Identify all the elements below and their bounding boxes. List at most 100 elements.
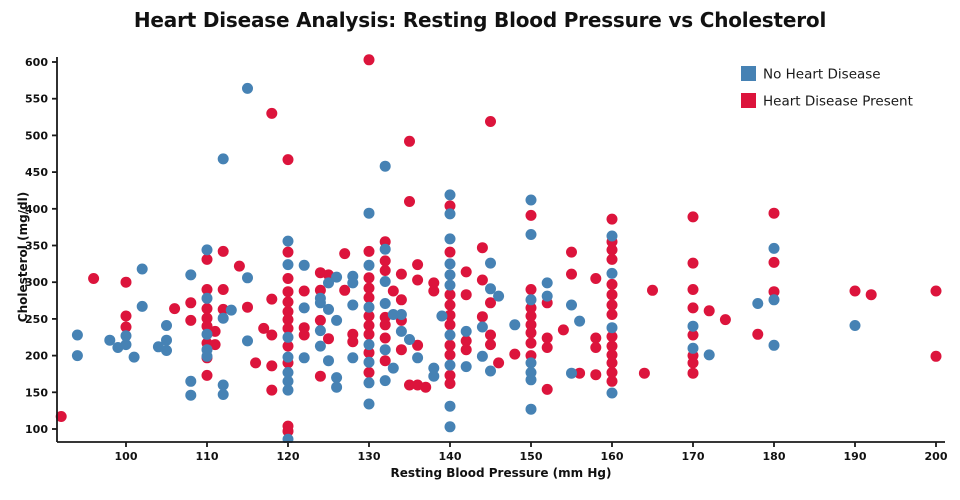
data-point — [444, 329, 456, 341]
data-point — [379, 265, 391, 276]
data-point — [647, 284, 658, 296]
x-tick-label: 160 — [601, 450, 624, 463]
data-point — [485, 116, 496, 127]
data-point — [606, 331, 618, 342]
data-point — [161, 345, 172, 356]
data-point — [363, 377, 375, 389]
data-point — [476, 311, 488, 323]
data-point — [703, 305, 715, 317]
data-point — [606, 309, 618, 320]
data-point — [282, 433, 294, 443]
data-point — [687, 211, 699, 223]
data-point — [687, 320, 699, 332]
data-point — [387, 309, 399, 320]
y-tick-label: 400 — [25, 203, 48, 216]
data-point — [444, 189, 456, 201]
data-point — [323, 277, 334, 289]
data-point — [849, 320, 861, 331]
legend-label: No Heart Disease — [763, 67, 881, 83]
data-point — [606, 230, 618, 242]
data-point — [185, 389, 197, 401]
data-point — [217, 389, 229, 400]
data-point — [606, 340, 618, 352]
data-point — [387, 285, 399, 297]
data-point — [606, 253, 618, 265]
data-point — [752, 328, 764, 340]
data-point — [363, 245, 375, 257]
data-point — [428, 362, 440, 374]
data-point — [339, 284, 351, 296]
data-point — [323, 355, 334, 367]
data-point — [541, 342, 553, 353]
data-point — [282, 340, 294, 352]
data-point — [476, 242, 488, 254]
data-point — [379, 276, 391, 287]
data-point — [525, 327, 537, 339]
data-point — [282, 154, 294, 166]
data-point — [566, 367, 577, 379]
data-point — [444, 378, 456, 389]
x-tick-label: 120 — [277, 450, 300, 463]
data-point — [217, 303, 229, 315]
data-point — [606, 387, 618, 399]
data-point — [444, 359, 456, 371]
data-point — [849, 285, 861, 297]
data-point — [865, 289, 877, 301]
y-tick-label: 100 — [25, 423, 48, 436]
data-point — [719, 314, 731, 326]
data-point — [404, 135, 415, 147]
data-point — [201, 369, 213, 381]
data-point — [606, 357, 618, 369]
data-point — [242, 335, 253, 347]
points-layer — [55, 54, 942, 443]
data-point — [460, 325, 472, 337]
y-axis-label: Cholesterol (mg/dl) — [16, 191, 30, 323]
data-point — [282, 367, 294, 378]
chart-title: Heart Disease Analysis: Resting Blood Pr… — [133, 8, 827, 32]
data-point — [444, 279, 456, 291]
data-point — [460, 344, 472, 356]
data-point — [363, 320, 375, 331]
data-point — [363, 54, 375, 66]
x-axis-label: Resting Blood Pressure (mm Hg) — [390, 466, 612, 480]
data-point — [266, 384, 278, 396]
data-point — [379, 255, 391, 267]
data-point — [436, 310, 448, 322]
data-point — [590, 369, 602, 381]
data-point — [363, 367, 375, 378]
data-point — [185, 314, 197, 326]
data-point — [120, 321, 132, 333]
data-point — [395, 325, 407, 337]
x-tick-label: 190 — [844, 450, 867, 463]
data-point — [476, 321, 488, 333]
data-point — [363, 272, 375, 284]
data-point — [347, 299, 359, 311]
data-point — [242, 272, 253, 284]
data-point — [282, 235, 294, 247]
data-point — [525, 229, 537, 240]
data-point — [323, 303, 334, 315]
data-point — [266, 360, 278, 372]
data-point — [379, 375, 391, 387]
data-point — [136, 300, 148, 312]
data-point — [404, 196, 415, 207]
data-point — [201, 292, 213, 304]
data-point — [136, 263, 148, 275]
data-point — [428, 285, 440, 297]
data-point — [363, 310, 375, 322]
y-tick-label: 500 — [25, 129, 48, 142]
data-point — [404, 334, 415, 345]
data-point — [185, 375, 197, 387]
y-tick-label: 250 — [25, 313, 48, 326]
data-point — [379, 355, 391, 367]
data-point — [363, 301, 375, 313]
legend-swatch — [741, 66, 756, 81]
data-point — [266, 107, 278, 119]
data-point — [201, 303, 213, 315]
data-point — [217, 312, 229, 324]
data-point — [590, 342, 602, 353]
data-point — [687, 284, 699, 295]
data-point — [314, 314, 326, 326]
data-point — [566, 268, 577, 280]
